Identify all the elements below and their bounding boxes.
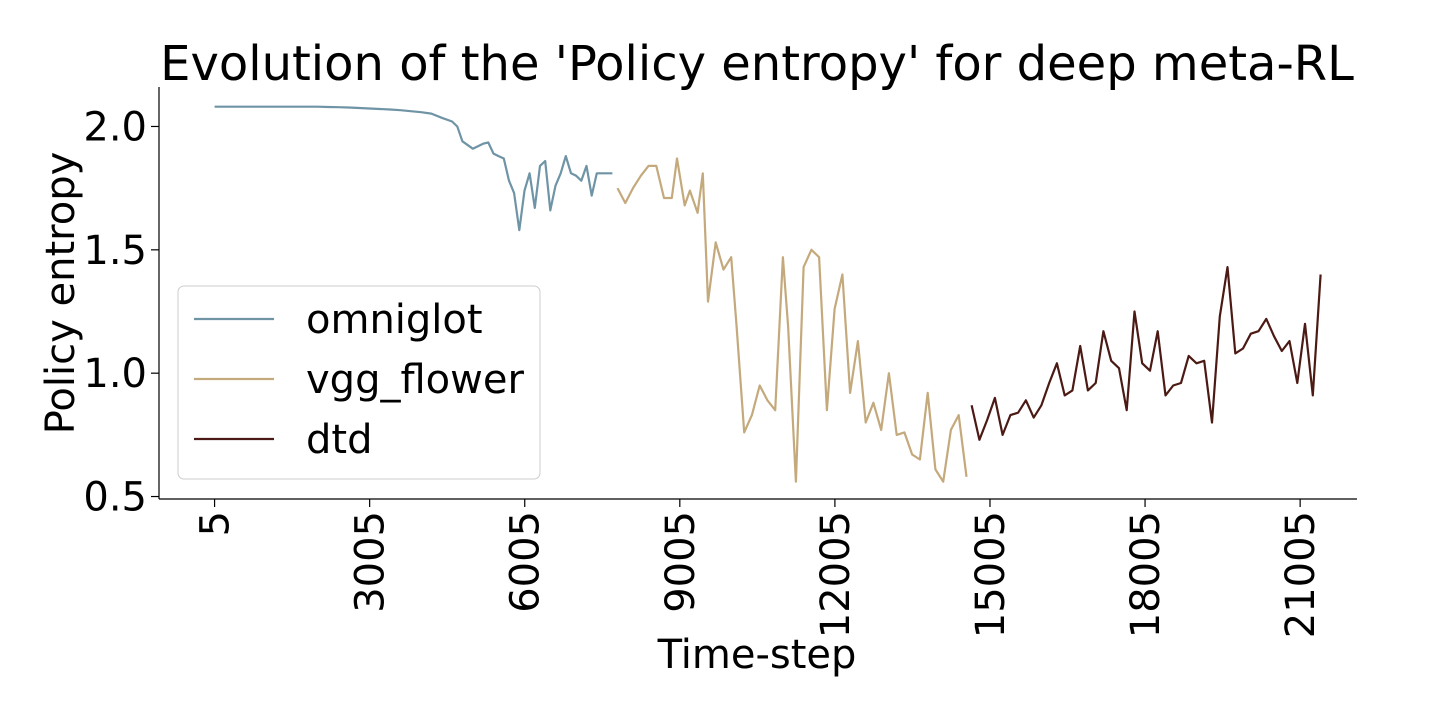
y-axis-label: Policy entropy [38, 152, 84, 435]
legend-label-vgg-flower: vgg_flower [306, 357, 524, 403]
y-tick-label: 1.0 [83, 351, 147, 397]
x-tick-label: 15005 [968, 511, 1014, 638]
y-tick-label: 0.5 [83, 475, 147, 521]
chart-title: Evolution of the 'Policy entropy' for de… [160, 36, 1354, 92]
x-ticks: 5 3005 6005 9005 12005 15005 18005 21005 [193, 499, 1324, 638]
x-tick-label: 3005 [348, 511, 394, 613]
series-line-dtd [970, 266, 1322, 441]
x-tick-label: 9005 [658, 511, 704, 613]
series-line-omniglot [214, 105, 613, 232]
x-tick-label: 18005 [1123, 511, 1169, 638]
x-tick-label: 21005 [1278, 511, 1324, 638]
legend-label-omniglot: omniglot [306, 297, 483, 343]
y-tick-label: 1.5 [83, 228, 147, 274]
y-tick-label: 2.0 [83, 104, 147, 150]
legend-box [177, 285, 541, 480]
y-ticks: 0.5 1.0 1.5 2.0 [83, 104, 159, 521]
x-axis-label: Time-step [657, 632, 857, 678]
legend-label-dtd: dtd [306, 417, 372, 463]
series-line-vgg-flower [616, 157, 968, 483]
x-tick-label: 6005 [503, 511, 549, 613]
x-tick-label: 12005 [813, 511, 859, 638]
plot-area [214, 105, 1322, 483]
x-tick-label: 5 [193, 511, 239, 536]
